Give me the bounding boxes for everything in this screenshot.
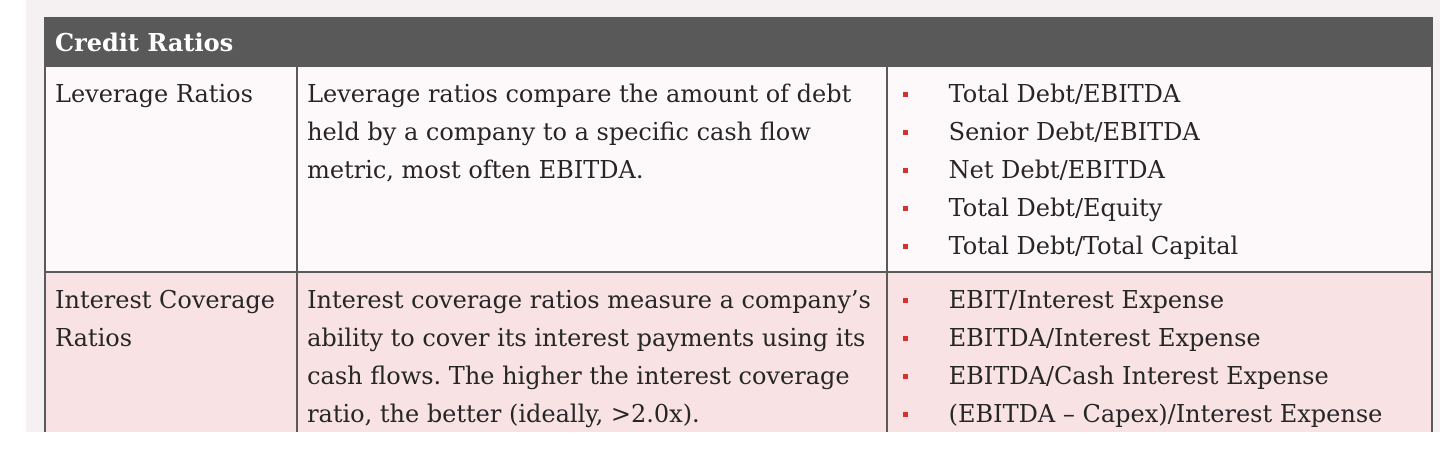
table-row-leverage: Leverage Ratios Leverage ratios compare … bbox=[43, 65, 1434, 273]
metric-item: Total Debt/Total Capital bbox=[897, 227, 1422, 265]
ratio-metrics-cell: EBIT/Interest Expense EBITDA/Interest Ex… bbox=[885, 271, 1434, 441]
metric-item: Net Debt/EBITDA bbox=[897, 151, 1422, 189]
metrics-list: Total Debt/EBITDA Senior Debt/EBITDA Net… bbox=[897, 75, 1422, 265]
metric-item: Total Debt/EBITDA bbox=[897, 75, 1422, 113]
metric-item: EBIT/Interest Expense bbox=[897, 281, 1422, 319]
ratio-metrics-cell: Total Debt/EBITDA Senior Debt/EBITDA Net… bbox=[885, 65, 1434, 273]
ratio-name-cell: Leverage Ratios bbox=[43, 65, 299, 273]
credit-ratios-card: Credit Ratios Leverage Ratios Leverage r… bbox=[26, 0, 1440, 441]
ratio-name-cell: Interest Coverage Ratios bbox=[43, 271, 299, 441]
metric-item: Total Debt/Equity bbox=[897, 189, 1422, 227]
metric-item: (EBITDA – Capex)/Interest Expense bbox=[897, 395, 1422, 433]
table-row-interest-coverage: Interest Coverage Ratios Interest covera… bbox=[43, 271, 1434, 441]
metric-item: EBITDA/Cash Interest Expense bbox=[897, 357, 1422, 395]
metric-item: Senior Debt/EBITDA bbox=[897, 113, 1422, 151]
metrics-list: EBIT/Interest Expense EBITDA/Interest Ex… bbox=[897, 281, 1422, 433]
table-title: Credit Ratios bbox=[44, 17, 1433, 67]
bottom-margin bbox=[0, 432, 1440, 457]
ratio-description-cell: Interest coverage ratios measure a compa… bbox=[296, 271, 888, 441]
table-header-row: Credit Ratios bbox=[44, 17, 1433, 67]
credit-ratios-table: Credit Ratios Leverage Ratios Leverage r… bbox=[43, 17, 1434, 441]
metric-item: EBITDA/Interest Expense bbox=[897, 319, 1422, 357]
ratio-description-cell: Leverage ratios compare the amount of de… bbox=[296, 65, 888, 273]
